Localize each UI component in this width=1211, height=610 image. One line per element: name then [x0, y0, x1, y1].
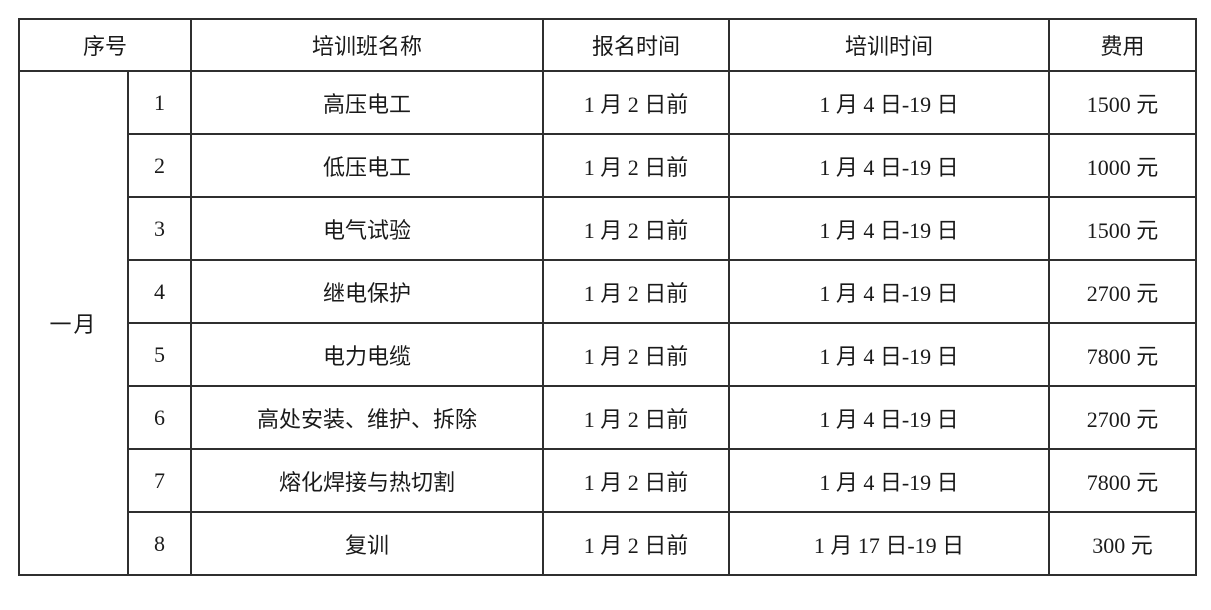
header-fee: 费用 — [1048, 18, 1198, 72]
fee-cell: 1000 元 — [1048, 133, 1198, 198]
course-name-cell: 高处安装、维护、拆除 — [190, 385, 545, 450]
course-name-cell: 继电保护 — [190, 259, 545, 324]
course-name-cell: 熔化焊接与热切割 — [190, 448, 545, 513]
table-row: 一月 1 高压电工 1 月 2 日前 1 月 4 日-19 日 1500 元 — [18, 70, 1198, 576]
fee-cell: 1500 元 — [1048, 70, 1198, 135]
table-row: 2 低压电工 1 月 2 日前 1 月 4 日-19 日 1000 元 — [19, 133, 1198, 198]
register-time-cell: 1 月 2 日前 — [542, 448, 731, 513]
table-row: 5 电力电缆 1 月 2 日前 1 月 4 日-19 日 7800 元 — [19, 322, 1198, 387]
table-row: 4 继电保护 1 月 2 日前 1 月 4 日-19 日 2700 元 — [19, 259, 1198, 324]
month-cell: 一月 — [18, 70, 129, 576]
course-name-cell: 高压电工 — [190, 70, 545, 135]
training-time-cell: 1 月 4 日-19 日 — [728, 448, 1051, 513]
course-name-cell: 低压电工 — [190, 133, 545, 198]
row-number: 8 — [126, 511, 193, 576]
table-header-row: 序号 培训班名称 报名时间 培训时间 费用 — [17, 18, 1198, 72]
training-time-cell: 1 月 4 日-19 日 — [728, 385, 1051, 450]
register-time-cell: 1 月 2 日前 — [542, 133, 731, 198]
register-time-cell: 1 月 2 日前 — [542, 511, 731, 576]
row-number: 2 — [126, 133, 193, 198]
register-time-cell: 1 月 2 日前 — [542, 322, 731, 387]
training-schedule-table: 序号 培训班名称 报名时间 培训时间 费用 一月 1 高压电工 1 月 2 日前… — [17, 18, 1198, 576]
fee-cell: 7800 元 — [1048, 448, 1198, 513]
row-number: 5 — [126, 322, 193, 387]
fee-cell: 2700 元 — [1048, 259, 1198, 324]
table-row: 8 复训 1 月 2 日前 1 月 17 日-19 日 300 元 — [19, 511, 1198, 576]
fee-cell: 2700 元 — [1048, 385, 1198, 450]
row-number: 4 — [126, 259, 193, 324]
header-course-name: 培训班名称 — [190, 18, 545, 72]
register-time-cell: 1 月 2 日前 — [542, 70, 731, 135]
fee-cell: 7800 元 — [1048, 322, 1198, 387]
row-number: 3 — [126, 196, 193, 261]
row-number: 7 — [126, 448, 193, 513]
register-time-cell: 1 月 2 日前 — [542, 259, 731, 324]
training-time-cell: 1 月 17 日-19 日 — [728, 511, 1051, 576]
row-number: 6 — [126, 385, 193, 450]
fee-cell: 1500 元 — [1048, 196, 1198, 261]
table-row: 6 高处安装、维护、拆除 1 月 2 日前 1 月 4 日-19 日 2700 … — [19, 385, 1198, 450]
training-time-cell: 1 月 4 日-19 日 — [728, 196, 1051, 261]
table-row: 3 电气试验 1 月 2 日前 1 月 4 日-19 日 1500 元 — [19, 196, 1198, 261]
training-time-cell: 1 月 4 日-19 日 — [728, 133, 1051, 198]
training-time-cell: 1 月 4 日-19 日 — [728, 70, 1051, 135]
header-serial: 序号 — [17, 18, 193, 72]
register-time-cell: 1 月 2 日前 — [542, 385, 731, 450]
fee-cell: 300 元 — [1048, 511, 1198, 576]
course-name-cell: 复训 — [190, 511, 545, 576]
training-time-cell: 1 月 4 日-19 日 — [728, 322, 1051, 387]
table-row: 7 熔化焊接与热切割 1 月 2 日前 1 月 4 日-19 日 7800 元 — [19, 448, 1198, 513]
header-training-time: 培训时间 — [728, 18, 1051, 72]
course-name-cell: 电力电缆 — [190, 322, 545, 387]
training-time-cell: 1 月 4 日-19 日 — [728, 259, 1051, 324]
register-time-cell: 1 月 2 日前 — [542, 196, 731, 261]
header-register-time: 报名时间 — [542, 18, 731, 72]
course-name-cell: 电气试验 — [190, 196, 545, 261]
row-number: 1 — [126, 70, 193, 135]
